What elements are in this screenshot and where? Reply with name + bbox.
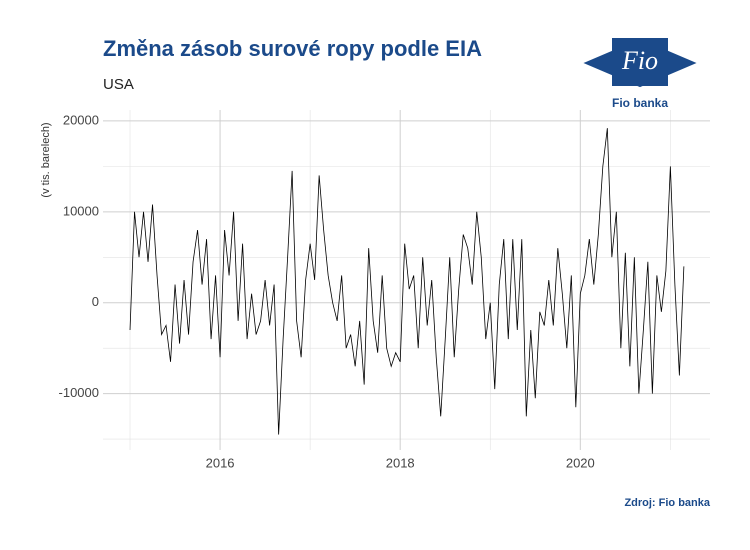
logo-name: Fio banka <box>612 96 668 110</box>
logo-shape <box>668 52 694 74</box>
y-axis-label: (v tis. barelech) <box>40 122 52 197</box>
x-tick-label: 2018 <box>386 455 415 470</box>
logo: Fio Fio banka <box>583 38 697 110</box>
y-tick-label: 20000 <box>63 112 99 127</box>
logo-mark: Fio <box>621 46 658 75</box>
logo-shape <box>586 52 612 74</box>
y-tick-label: 10000 <box>63 203 99 218</box>
data-line <box>129 128 685 435</box>
x-tick-label: 2020 <box>566 455 595 470</box>
chart-subtitle: USA <box>103 76 134 93</box>
x-tick-label: 2016 <box>206 455 235 470</box>
chart-title: Změna zásob surové ropy podle EIA <box>103 36 482 61</box>
y-tick-label: -10000 <box>59 385 99 400</box>
grid <box>103 110 710 450</box>
logo-shape <box>612 38 668 86</box>
y-tick-label: 0 <box>92 294 99 309</box>
source: Zdroj: Fio banka <box>624 497 710 509</box>
